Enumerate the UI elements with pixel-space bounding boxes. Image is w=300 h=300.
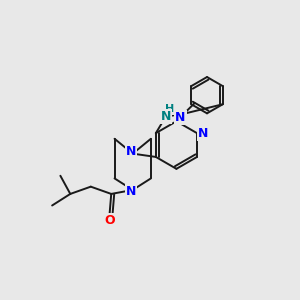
Text: N: N bbox=[126, 185, 136, 198]
Text: N: N bbox=[175, 111, 186, 124]
Text: N: N bbox=[160, 110, 171, 123]
Text: H: H bbox=[165, 104, 174, 114]
Text: N: N bbox=[126, 146, 136, 158]
Text: O: O bbox=[104, 214, 115, 227]
Text: N: N bbox=[198, 127, 208, 140]
